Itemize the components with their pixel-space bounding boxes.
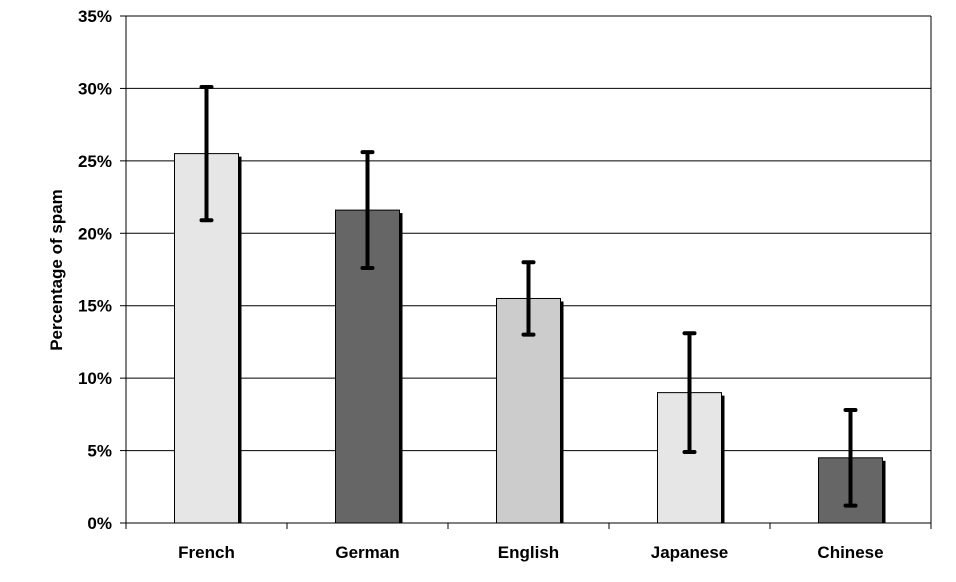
y-tick-labels: 0% 5% 10% 15% 20% 25% 30% 35% bbox=[78, 7, 112, 533]
x-tick-label: French bbox=[178, 543, 235, 562]
y-tick-label: 25% bbox=[78, 152, 112, 171]
y-axis-title: Percentage of spam bbox=[47, 189, 66, 351]
y-tick-label: 5% bbox=[87, 442, 112, 461]
y-tick-label: 0% bbox=[87, 514, 112, 533]
bars bbox=[174, 153, 886, 524]
error-bars bbox=[199, 84, 858, 508]
x-category-labels: French German English Japanese Chinese bbox=[178, 543, 883, 562]
x-tick-label: English bbox=[498, 543, 559, 562]
y-tick-label: 10% bbox=[78, 369, 112, 388]
x-tick-label: Japanese bbox=[651, 543, 729, 562]
y-tick-label: 15% bbox=[78, 297, 112, 316]
y-tick-label: 20% bbox=[78, 224, 112, 243]
x-tick-label: German bbox=[335, 543, 399, 562]
y-tick-label: 35% bbox=[78, 7, 112, 26]
y-tick-label: 30% bbox=[78, 79, 112, 98]
x-tick-label: Chinese bbox=[817, 543, 883, 562]
